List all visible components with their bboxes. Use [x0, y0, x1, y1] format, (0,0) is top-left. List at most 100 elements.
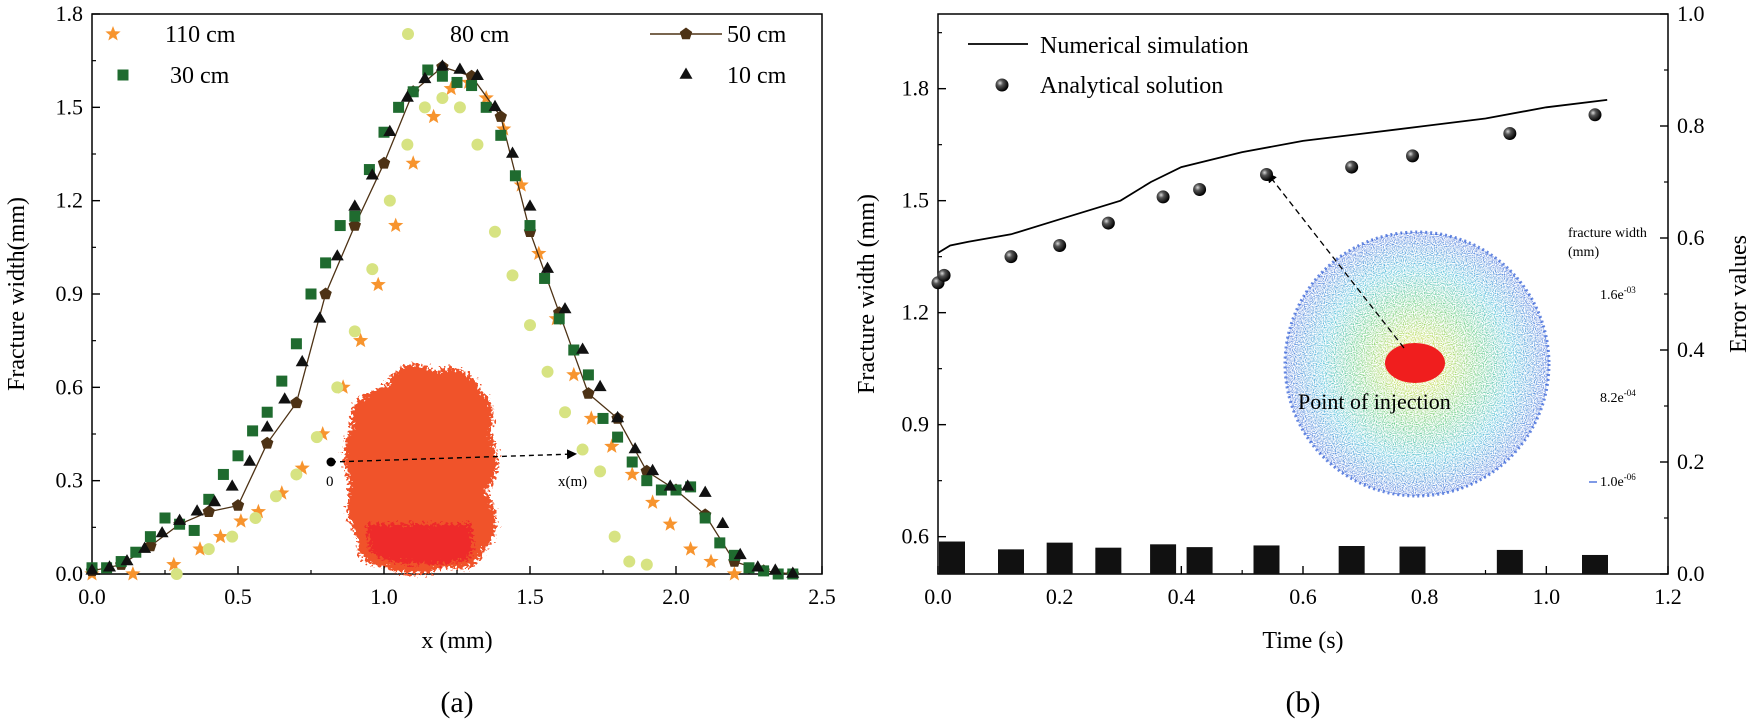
data-point	[582, 387, 595, 399]
data-point	[348, 219, 361, 231]
data-point	[559, 406, 572, 419]
y-tick-label: 1.8	[902, 76, 930, 101]
data-point	[226, 530, 239, 543]
panel-b-legend: Numerical simulation Analytical solution	[968, 33, 1249, 99]
data-point	[85, 563, 99, 575]
analytical-point	[1260, 168, 1273, 182]
x-tick-label: 2.5	[808, 584, 836, 609]
inset-fracture-shape	[344, 364, 498, 575]
data-point	[453, 101, 466, 114]
data-point	[583, 410, 599, 425]
error-bar	[1253, 545, 1280, 574]
panel-b-inset-contour-map: Point of injection fracture width (mm) 1…	[1266, 172, 1647, 498]
y-tick-label: 1.2	[902, 300, 930, 325]
data-point	[313, 311, 327, 323]
inset-annotation-point-of-injection: Point of injection	[1298, 389, 1451, 414]
legend-label: 50 cm	[727, 22, 787, 48]
data-point	[566, 366, 582, 382]
data-point	[683, 541, 699, 556]
data-point	[192, 541, 208, 556]
legend-marker	[995, 78, 1009, 92]
data-point	[173, 513, 187, 525]
data-point	[138, 541, 152, 553]
data-point	[294, 460, 310, 475]
x-tick-label: 1.0	[1533, 584, 1561, 609]
data-point	[202, 543, 215, 556]
data-point	[290, 396, 303, 409]
data-point	[388, 217, 404, 232]
y2-tick-label: 0.4	[1677, 337, 1705, 362]
data-point	[274, 485, 290, 500]
error-bar	[1095, 547, 1122, 574]
data-point	[348, 199, 362, 211]
data-point	[310, 431, 323, 444]
data-point	[597, 412, 609, 424]
data-point	[539, 272, 551, 284]
y2-tick-label: 1.0	[1677, 1, 1705, 26]
analytical-point	[1101, 216, 1115, 230]
panel-a-y-axis-label: Fracture width(mm)	[4, 197, 30, 391]
data-point	[662, 516, 678, 531]
colorbar-unit: (mm)	[1568, 245, 1599, 260]
data-point	[733, 547, 747, 560]
data-point	[330, 249, 344, 261]
data-point	[232, 450, 244, 462]
data-point	[383, 194, 396, 207]
numerical-simulation-line	[937, 99, 1608, 254]
data-point	[170, 568, 183, 580]
data-point	[393, 101, 405, 113]
data-point	[217, 468, 229, 480]
y-tick-label: 0.9	[56, 281, 84, 306]
data-point	[378, 126, 390, 138]
y2-tick-label: 0.8	[1677, 113, 1705, 138]
data-point	[576, 342, 590, 354]
panel-a-x-axis-label: x (mm)	[421, 628, 492, 654]
data-point	[655, 484, 667, 496]
analytical-point	[937, 268, 951, 282]
data-point	[243, 454, 257, 466]
data-point	[681, 479, 695, 491]
data-point	[334, 220, 346, 232]
data-point	[203, 493, 215, 505]
data-point	[728, 549, 740, 561]
x-tick-label: 0.0	[78, 584, 106, 609]
data-point	[608, 530, 621, 543]
x-tick-label: 1.2	[1654, 584, 1682, 609]
data-point	[699, 512, 711, 524]
data-point	[130, 546, 142, 558]
data-point	[716, 516, 730, 528]
data-point	[541, 261, 554, 273]
legend-label: 30 cm	[170, 63, 230, 89]
data-point	[531, 245, 547, 260]
data-point	[250, 503, 266, 519]
panel-b-x-axis-label: Time (s)	[1262, 628, 1343, 654]
legend-entry: 30 cm	[117, 63, 230, 89]
inset-contour-rim	[1283, 230, 1551, 498]
y-tick-label: 1.5	[56, 94, 84, 119]
data-point	[366, 263, 379, 276]
data-point	[401, 138, 414, 151]
x-tick-label: 1.0	[370, 584, 398, 609]
panel-a-series	[84, 59, 800, 581]
data-point	[370, 276, 386, 292]
data-point	[714, 537, 726, 549]
data-point	[726, 566, 742, 581]
data-point	[115, 556, 127, 568]
data-point	[144, 531, 156, 543]
data-point	[436, 70, 448, 82]
legend-entry: 10 cm	[679, 63, 787, 89]
data-point	[125, 566, 141, 581]
data-point	[305, 288, 317, 300]
data-point	[348, 325, 361, 338]
data-point	[231, 499, 245, 511]
data-point	[611, 410, 625, 423]
analytical-point	[1053, 238, 1067, 252]
analytical-point	[1345, 160, 1359, 174]
y-tick-label: 0.6	[902, 524, 930, 549]
data-point	[365, 168, 379, 180]
data-point	[202, 505, 215, 517]
data-point	[188, 524, 200, 536]
y-tick-label: 1.2	[56, 188, 84, 213]
data-point	[261, 436, 274, 449]
